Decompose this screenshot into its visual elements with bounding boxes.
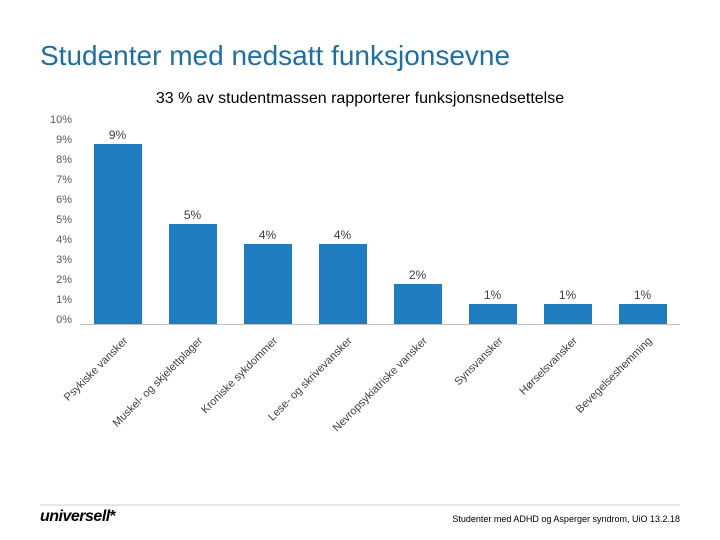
y-tick-label: 1% — [36, 294, 72, 306]
y-tick-label: 9% — [36, 134, 72, 146]
bar-slot: 1% — [530, 125, 605, 324]
y-tick-label: 5% — [36, 214, 72, 226]
plot-area: 9%5%4%4%2%1%1%1% — [80, 125, 680, 325]
bar-value-label: 5% — [155, 208, 230, 222]
bar-slot: 2% — [380, 125, 455, 324]
bar — [619, 304, 667, 324]
bar — [244, 244, 292, 324]
y-tick-label: 2% — [36, 274, 72, 286]
bar-slot: 4% — [230, 125, 305, 324]
bar-slot: 9% — [80, 125, 155, 324]
slide-title: Studenter med nedsatt funksjonsevne — [40, 40, 510, 72]
y-tick-label: 6% — [36, 194, 72, 206]
x-tick-label: Psykiske vansker — [61, 335, 130, 404]
bar-value-label: 9% — [80, 128, 155, 142]
bar-value-label: 4% — [230, 228, 305, 242]
x-tick-label: Kroniske sykdommer — [199, 335, 280, 416]
bar-value-label: 1% — [530, 288, 605, 302]
bar — [94, 144, 142, 324]
bar-value-label: 4% — [305, 228, 380, 242]
y-tick-label: 10% — [36, 114, 72, 126]
bar — [319, 244, 367, 324]
y-tick-label: 7% — [36, 174, 72, 186]
x-axis-labels: Psykiske vanskerMuskel- og skjelettplage… — [80, 329, 680, 459]
bar-value-label: 1% — [455, 288, 530, 302]
x-tick-label: Synsvansker — [452, 335, 505, 388]
footer: universell* Studenter med ADHD og Asperg… — [0, 500, 720, 540]
brand-logo: universell* — [40, 508, 115, 526]
y-tick-label: 3% — [36, 254, 72, 266]
brand-text: universell — [40, 508, 110, 525]
y-tick-label: 8% — [36, 154, 72, 166]
source-citation: Studenter med ADHD og Asperger syndrom, … — [452, 514, 680, 524]
brand-asterisk: * — [110, 508, 116, 525]
bar-slot: 1% — [605, 125, 680, 324]
y-tick-label: 4% — [36, 234, 72, 246]
x-tick-label: Hørselsvansker — [517, 335, 580, 398]
bar — [469, 304, 517, 324]
footer-divider — [40, 504, 680, 506]
x-tick-label: Lese- og skrivevansker — [267, 335, 355, 423]
bar-value-label: 2% — [380, 268, 455, 282]
bars-container: 9%5%4%4%2%1%1%1% — [80, 125, 680, 324]
slide-subtitle: 33 % av studentmassen rapporterer funksj… — [0, 90, 720, 108]
bar-slot: 4% — [305, 125, 380, 324]
y-tick-label: 0% — [36, 314, 72, 326]
bar-slot: 1% — [455, 125, 530, 324]
slide: { "title": { "text": "Studenter med neds… — [0, 0, 720, 540]
bar-chart: 10%9%8%7%6%5%4%3%2%1%0% 9%5%4%4%2%1%1%1%… — [40, 115, 680, 450]
y-axis-labels: 10%9%8%7%6%5%4%3%2%1%0% — [40, 119, 76, 325]
bar-slot: 5% — [155, 125, 230, 324]
bar-value-label: 1% — [605, 288, 680, 302]
bar — [544, 304, 592, 324]
x-tick-label: Bevegelseshemming — [574, 335, 655, 416]
bar — [169, 224, 217, 324]
bar — [394, 284, 442, 324]
